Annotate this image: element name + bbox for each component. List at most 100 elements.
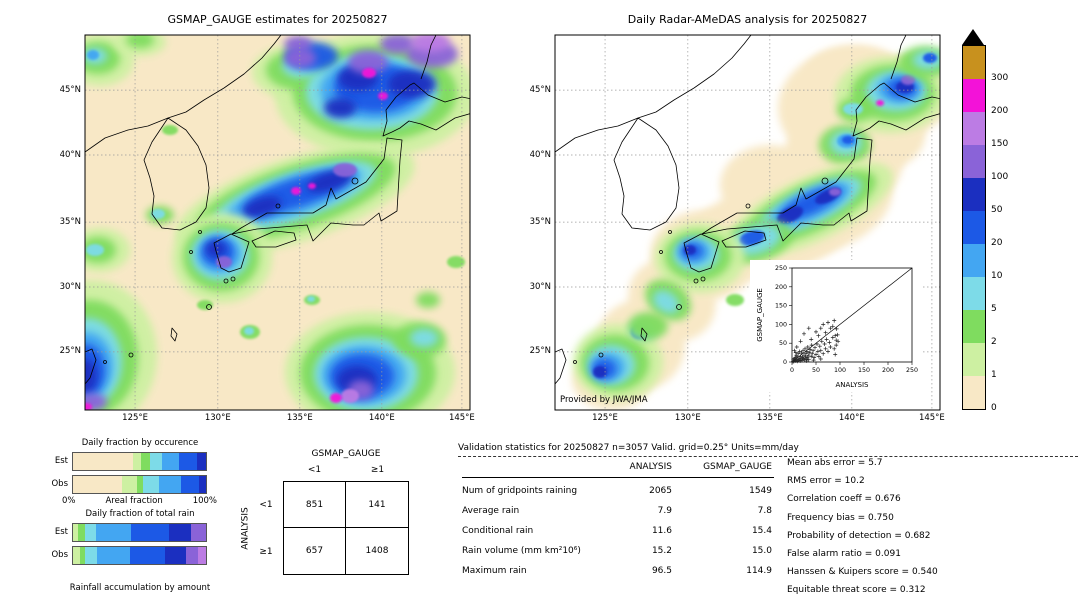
lat-tick-label: 30°N bbox=[529, 281, 551, 292]
contingency-col-ge1: ≥1 bbox=[370, 465, 385, 475]
svg-text:0: 0 bbox=[790, 367, 794, 374]
lat-tick-label: 35°N bbox=[529, 216, 551, 227]
score-line: RMS error = 10.2 bbox=[787, 476, 865, 487]
totalrain-obs-label: Obs bbox=[51, 550, 68, 560]
stats-row: Conditional rain 11.6 15.4 bbox=[462, 521, 772, 541]
colorbar-bin bbox=[963, 79, 985, 112]
bar-segment bbox=[73, 524, 79, 541]
column-gsmap-gauge: GSMAP_GAUGE bbox=[703, 462, 772, 472]
svg-text:0: 0 bbox=[783, 359, 787, 366]
radar-coastlines bbox=[555, 35, 940, 385]
lon-tick-label: 140°E bbox=[368, 413, 395, 423]
colorbar-bar bbox=[962, 45, 986, 410]
colorbar-bin bbox=[963, 244, 985, 277]
lat-tick-label: 45°N bbox=[529, 84, 551, 95]
bar-segment bbox=[179, 453, 197, 470]
bar-segment bbox=[96, 547, 131, 564]
inset-axis-ticks: 00 50 50 100 100 150 150 200 200 250 250 bbox=[775, 265, 918, 374]
bar-segment bbox=[73, 476, 123, 493]
stats-row-label: Rain volume (mm km²10⁶) bbox=[462, 546, 581, 556]
stats-row-label: Conditional rain bbox=[462, 526, 534, 536]
bar-segment bbox=[191, 524, 206, 541]
score-line: Correlation coeff = 0.676 bbox=[787, 494, 901, 505]
colorbar-tick-label: 1 bbox=[991, 370, 997, 380]
stats-row: Average rain 7.9 7.8 bbox=[462, 501, 772, 521]
contingency-cell: 851 bbox=[284, 482, 346, 528]
occurrence-bars-title: Daily fraction by occurence bbox=[81, 438, 199, 448]
bar-segment bbox=[162, 453, 180, 470]
validation-header: Validation statistics for 20250827 n=305… bbox=[458, 443, 799, 453]
bar-segment bbox=[150, 453, 163, 470]
stats-row-label: Average rain bbox=[462, 506, 520, 516]
validation-column-headers: ANALYSIS GSMAP_GAUGE bbox=[462, 462, 772, 472]
contingency-col-group: GSMAP_GAUGE bbox=[311, 449, 381, 459]
lon-tick-label: 125°E bbox=[122, 413, 149, 423]
colorbar-tick-label: 5 bbox=[991, 304, 997, 314]
lat-tick-label: 45°N bbox=[59, 84, 81, 95]
bar-segment bbox=[130, 547, 165, 564]
occurrence-bar-obs bbox=[72, 475, 207, 494]
svg-text:150: 150 bbox=[858, 367, 870, 374]
gsmap-title: GSMAP_GAUGE estimates for 20250827 bbox=[167, 13, 388, 26]
axis-zero-label: 0% bbox=[62, 496, 76, 506]
dashed-divider bbox=[458, 456, 1078, 457]
stats-value-analysis: 2065 bbox=[649, 486, 672, 496]
bar-segment bbox=[199, 476, 206, 493]
colorbar-bin bbox=[963, 46, 985, 79]
stats-row: Num of gridpoints raining 2065 1549 bbox=[462, 481, 772, 501]
colorbar-bin bbox=[963, 145, 985, 178]
bar-segment bbox=[131, 524, 169, 541]
bar-segment bbox=[180, 476, 200, 493]
contingency-row-lt1: <1 bbox=[259, 499, 273, 510]
occurrence-bar-est bbox=[72, 452, 207, 471]
bar-segment bbox=[143, 476, 160, 493]
colorbar-tick-label: 20 bbox=[991, 238, 1003, 248]
colorbar-tick-label: 50 bbox=[991, 205, 1003, 215]
stats-value-gsmap: 15.0 bbox=[751, 546, 772, 556]
axis-title: Areal fraction bbox=[105, 496, 163, 506]
bar-segment bbox=[73, 453, 133, 470]
svg-text:100: 100 bbox=[775, 321, 787, 328]
bar-segment bbox=[73, 547, 80, 564]
score-line: False alarm ratio = 0.091 bbox=[787, 548, 901, 559]
bar-segment bbox=[122, 476, 137, 493]
lon-tick-label: 145°E bbox=[918, 413, 945, 423]
stats-row: Maximum rain 96.5 114.9 bbox=[462, 561, 772, 581]
lon-tick-label: 145°E bbox=[448, 413, 475, 423]
colorbar-tick-label: 0 bbox=[991, 403, 997, 413]
bar-segment bbox=[186, 547, 198, 564]
totalrain-bar-est bbox=[72, 523, 207, 542]
bar-segment bbox=[95, 524, 132, 541]
colorbar-tick-label: 10 bbox=[991, 271, 1003, 281]
svg-text:150: 150 bbox=[775, 303, 787, 310]
header-underline bbox=[462, 477, 774, 478]
validation-rows: Num of gridpoints raining 2065 1549 Average… bbox=[462, 481, 772, 581]
totalrain-est-label: Est bbox=[54, 527, 68, 537]
validation-scores: Mean abs error = 5.7 RMS error = 10.2 Corr… bbox=[787, 458, 938, 604]
inset-scatter-points bbox=[791, 318, 841, 364]
bar-segment bbox=[78, 524, 85, 541]
stats-value-gsmap: 114.9 bbox=[746, 566, 772, 576]
inset-xlabel: ANALYSIS bbox=[835, 381, 869, 389]
bar-segment bbox=[140, 453, 151, 470]
gsmap-gridlines bbox=[85, 35, 470, 410]
bar-segment bbox=[79, 547, 85, 564]
areal-fraction-axis: 0% Areal fraction 100% bbox=[62, 496, 217, 506]
score-line: Probability of detection = 0.682 bbox=[787, 530, 931, 541]
colorbar-bin bbox=[963, 211, 985, 244]
colorbar-bin bbox=[963, 376, 985, 409]
axis-hundred-label: 100% bbox=[192, 496, 217, 506]
occurrence-obs-label: Obs bbox=[51, 479, 68, 489]
contingency-cell: 141 bbox=[346, 482, 408, 528]
stats-value-analysis: 15.2 bbox=[651, 546, 672, 556]
svg-text:250: 250 bbox=[906, 367, 918, 374]
bar-segment bbox=[196, 453, 206, 470]
lon-tick-label: 135°E bbox=[756, 413, 783, 423]
radar-map-frame bbox=[554, 34, 941, 411]
bar-segment bbox=[159, 476, 181, 493]
lon-tick-label: 135°E bbox=[286, 413, 313, 423]
gsmap-coastlines bbox=[85, 35, 470, 385]
stats-value-analysis: 96.5 bbox=[651, 566, 672, 576]
